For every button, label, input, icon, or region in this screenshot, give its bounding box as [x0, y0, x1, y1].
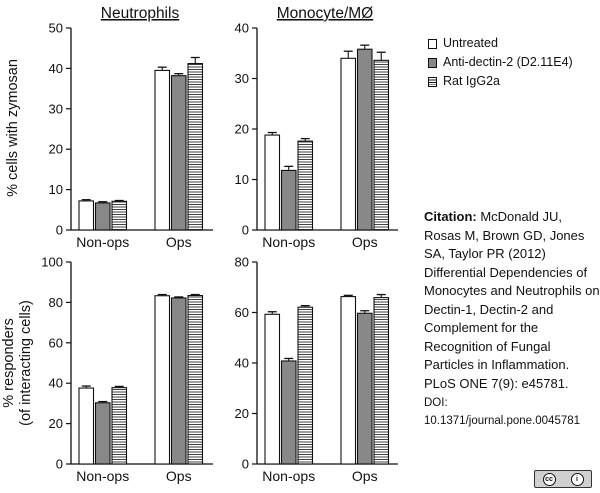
y-axis-label-bottom-line1: % responders: [1, 318, 17, 407]
y-tick-label: 0: [242, 223, 249, 238]
bar-untreated-non-ops: [264, 313, 281, 465]
chart-panel-neutrophils-top: 0 10 20 30 40 50 Non-ops Ops: [49, 21, 213, 250]
citation-label: Citation:: [424, 209, 477, 224]
citation-text: McDonald JU, Rosas M, Brown GD, Jones SA…: [424, 209, 600, 372]
citation-block: Citation: McDonald JU, Rosas M, Brown GD…: [424, 208, 600, 429]
bar-untreated-non-ops: [78, 387, 95, 465]
bar-untreated-non-ops: [264, 134, 281, 231]
y-tick-label: 40: [235, 21, 249, 36]
bar-anti-dectin-non-ops: [280, 169, 297, 231]
y-tick-label: 10: [235, 172, 249, 187]
x-category-label-non-ops: Non-ops: [76, 234, 129, 250]
chart-panel-neutrophils-bottom: 0 20 40 60 80 100 Non-ops Ops: [41, 255, 213, 484]
y-axis-label-top: % cells with zymosan: [5, 59, 21, 197]
y-tick-label: 80: [49, 295, 63, 310]
bar-untreated-ops: [154, 295, 171, 465]
bar-rat-igg-non-ops: [111, 200, 128, 231]
y-tick-label: 20: [235, 406, 249, 421]
bar-rat-igg-non-ops: [297, 306, 314, 465]
y-tick-label: 40: [49, 61, 63, 76]
bar-rat-igg-ops: [373, 297, 390, 465]
y-axis-label-bottom-line2: (of interacting cells): [18, 300, 34, 426]
x-category-label-ops: Ops: [166, 234, 192, 250]
chart-panel-monocyte-top: 0 10 20 30 40 Non-ops Ops: [235, 21, 398, 250]
x-category-label-non-ops: Non-ops: [262, 468, 315, 484]
legend-label-rat-igg: Rat IgG2a: [443, 74, 500, 88]
legend-item-anti-dectin: Anti-dectin-2 (D2.11E4): [428, 53, 573, 72]
bar-anti-dectin-ops: [170, 75, 187, 231]
y-tick-label: 0: [242, 457, 249, 472]
y-tick-label: 10: [49, 182, 63, 197]
panel-title-monocyte: Monocyte/MØ: [277, 5, 373, 22]
x-category-label-non-ops: Non-ops: [76, 468, 129, 484]
legend: Untreated Anti-dectin-2 (D2.11E4) Rat Ig…: [428, 34, 573, 91]
y-tick-label: 40: [49, 376, 63, 391]
chart-panel-monocyte-bottom: 0 20 40 60 80 Non-ops Ops: [235, 255, 398, 484]
bar-untreated-non-ops: [78, 200, 95, 231]
y-tick-label: 40: [235, 356, 249, 371]
legend-item-untreated: Untreated: [428, 34, 573, 53]
bar-untreated-ops: [340, 57, 357, 231]
bar-anti-dectin-ops: [170, 297, 187, 465]
x-category-label-non-ops: Non-ops: [262, 234, 315, 250]
bar-anti-dectin-non-ops: [94, 402, 111, 465]
bar-anti-dectin-non-ops: [280, 360, 297, 465]
y-tick-label: 100: [41, 255, 63, 270]
legend-swatch-untreated: [428, 38, 437, 49]
bar-anti-dectin-ops: [356, 312, 373, 465]
y-tick-label: 0: [56, 223, 63, 238]
x-category-label-ops: Ops: [352, 234, 378, 250]
y-tick-label: 20: [49, 416, 63, 431]
doi-label: DOI:: [424, 397, 448, 409]
bar-anti-dectin-non-ops: [94, 202, 111, 231]
citation-journal: PLoS ONE 7(9): e45781.: [424, 375, 569, 391]
cc-by-license-badge: cc i: [534, 470, 592, 488]
legend-item-rat-igg: Rat IgG2a: [428, 72, 573, 91]
bar-anti-dectin-ops: [356, 48, 373, 231]
bar-untreated-ops: [340, 296, 357, 465]
y-tick-label: 50: [49, 21, 63, 36]
y-tick-label: 30: [49, 101, 63, 116]
y-tick-label: 20: [49, 142, 63, 157]
legend-swatch-anti-dectin: [428, 57, 437, 68]
y-tick-label: 60: [49, 335, 63, 350]
x-category-label-ops: Ops: [352, 468, 378, 484]
cc-icon: cc: [542, 472, 556, 486]
by-attribution-icon: i: [570, 472, 584, 486]
y-tick-label: 20: [235, 122, 249, 137]
bar-rat-igg-ops: [187, 63, 204, 231]
y-tick-label: 60: [235, 305, 249, 320]
bar-rat-igg-non-ops: [111, 387, 128, 465]
panel-title-neutrophils: Neutrophils: [101, 5, 180, 22]
legend-label-untreated: Untreated: [443, 36, 498, 50]
bar-untreated-ops: [154, 69, 171, 231]
bar-rat-igg-ops: [373, 59, 390, 231]
y-tick-label: 0: [56, 457, 63, 472]
y-tick-label: 30: [235, 71, 249, 86]
doi-value: 10.1371/journal.pone.0045781: [424, 415, 581, 427]
legend-label-anti-dectin: Anti-dectin-2 (D2.11E4): [443, 55, 573, 69]
x-category-label-ops: Ops: [166, 468, 192, 484]
bar-rat-igg-non-ops: [297, 140, 314, 231]
bar-rat-igg-ops: [187, 294, 204, 465]
legend-swatch-rat-igg: [428, 76, 437, 87]
y-tick-label: 80: [235, 255, 249, 270]
